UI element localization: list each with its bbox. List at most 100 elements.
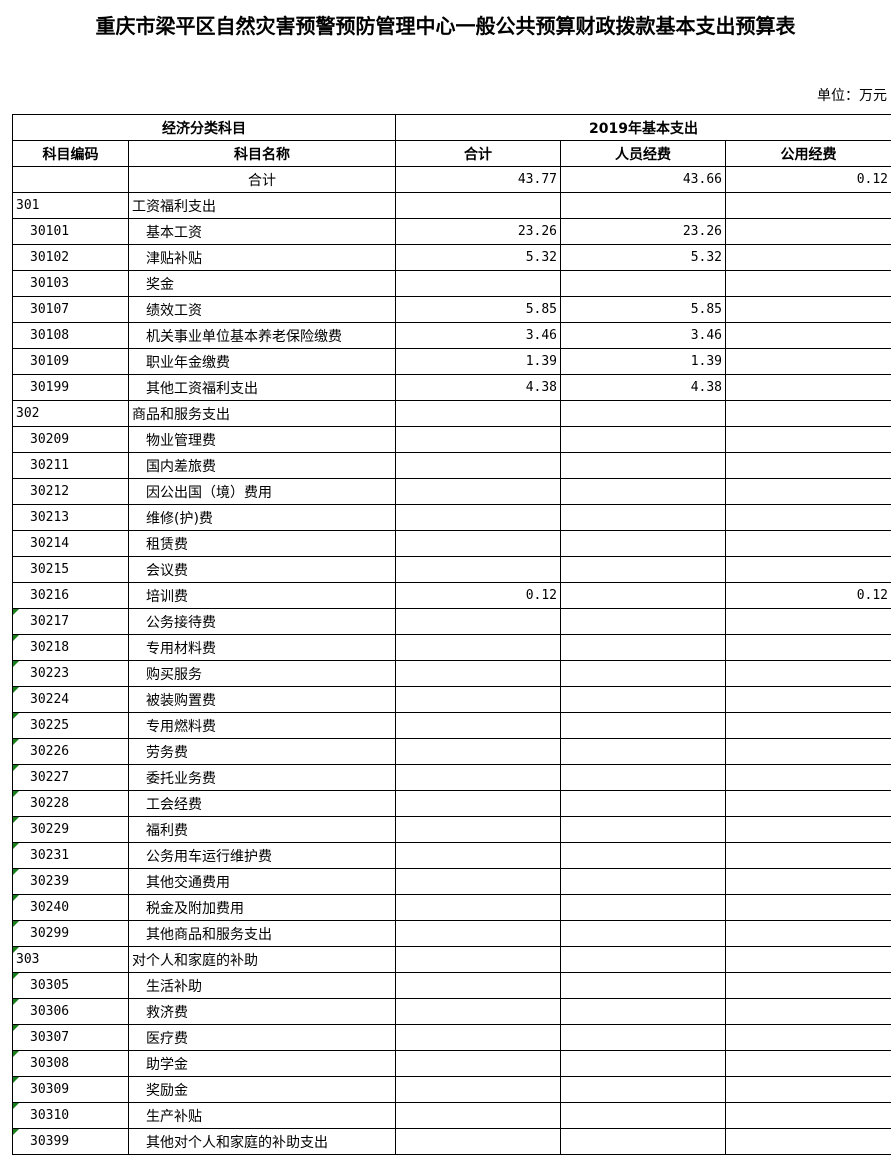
name-cell: 专用材料费 [129,635,396,661]
personnel-cell [561,583,726,609]
personnel-cell [561,765,726,791]
name-cell: 购买服务 [129,661,396,687]
name-cell: 因公出国（境）费用 [129,479,396,505]
cell-indicator-icon [13,1051,19,1057]
public-cell [726,193,891,219]
table-row: 30225 专用燃料费 [13,713,891,739]
cell-indicator-icon [13,1077,19,1083]
name-cell-text: 国内差旅费 [146,459,216,475]
code-cell-text: 30101 [30,224,69,239]
name-cell: 奖励金 [129,1077,396,1103]
code-cell-text: 30216 [30,588,69,603]
total-cell [396,1129,561,1155]
name-cell-text: 公务用车运行维护费 [146,849,272,865]
name-cell-text: 对个人和家庭的补助 [132,953,258,969]
public-cell-text: 0.12 [857,588,888,603]
cell-indicator-icon [13,895,19,901]
code-cell-text: 30225 [30,718,69,733]
code-cell: 30103 [13,271,129,297]
personnel-cell-text: 23.26 [683,224,722,239]
name-cell-text: 培训费 [146,589,188,605]
personnel-cell-text: 5.32 [691,250,722,265]
cell-indicator-icon [13,973,19,979]
name-cell-text: 税金及附加费用 [146,901,244,917]
personnel-cell: 23.26 [561,219,726,245]
name-cell: 工资福利支出 [129,193,396,219]
personnel-cell: 5.32 [561,245,726,271]
code-cell: 30109 [13,349,129,375]
public-cell [726,1077,891,1103]
name-cell-text: 维修(护)费 [146,511,213,527]
name-cell: 其他工资福利支出 [129,375,396,401]
cell-indicator-icon [13,687,19,693]
code-cell-text: 30103 [30,276,69,291]
total-cell [396,947,561,973]
personnel-cell [561,505,726,531]
public-cell [726,947,891,973]
public-cell [726,375,891,401]
code-cell: 30227 [13,765,129,791]
name-cell-text: 医疗费 [146,1031,188,1047]
personnel-cell [561,947,726,973]
public-cell [726,505,891,531]
personnel-cell [561,973,726,999]
code-cell: 30199 [13,375,129,401]
name-cell: 被装购置费 [129,687,396,713]
cell-indicator-icon [13,635,19,641]
name-cell-text: 专用材料费 [146,641,216,657]
total-code-cell [13,167,129,193]
total-cell-text: 23.26 [518,224,557,239]
name-cell: 物业管理费 [129,427,396,453]
cell-indicator-icon [13,609,19,615]
code-cell: 30226 [13,739,129,765]
personnel-cell [561,791,726,817]
name-cell: 专用燃料费 [129,713,396,739]
code-cell-text: 30211 [30,458,69,473]
total-cell: 4.38 [396,375,561,401]
code-cell: 30309 [13,1077,129,1103]
name-cell-text: 救济费 [146,1005,188,1021]
cell-indicator-icon [13,947,19,953]
public-cell [726,271,891,297]
name-cell-text: 其他商品和服务支出 [146,927,272,943]
name-cell-text: 被装购置费 [146,693,216,709]
name-cell-text: 助学金 [146,1057,188,1073]
header-code: 科目编码 [13,141,129,167]
name-cell: 租赁费 [129,531,396,557]
code-cell: 30223 [13,661,129,687]
table-row: 30211 国内差旅费 [13,453,891,479]
personnel-cell: 5.85 [561,297,726,323]
total-cell [396,193,561,219]
public-cell [726,609,891,635]
name-cell: 培训费 [129,583,396,609]
total-cell-text: 5.32 [526,250,557,265]
code-cell: 30102 [13,245,129,271]
code-cell-text: 30212 [30,484,69,499]
code-cell-text: 30217 [30,614,69,629]
cell-indicator-icon [13,1103,19,1109]
total-cell [396,661,561,687]
name-cell-text: 公务接待费 [146,615,216,631]
total-cell [396,401,561,427]
code-cell: 30108 [13,323,129,349]
personnel-cell [561,531,726,557]
public-cell [726,921,891,947]
name-cell: 公务用车运行维护费 [129,843,396,869]
total-cell [396,427,561,453]
name-cell: 税金及附加费用 [129,895,396,921]
name-cell: 福利费 [129,817,396,843]
name-cell-text: 会议费 [146,563,188,579]
public-cell [726,427,891,453]
name-cell: 绩效工资 [129,297,396,323]
